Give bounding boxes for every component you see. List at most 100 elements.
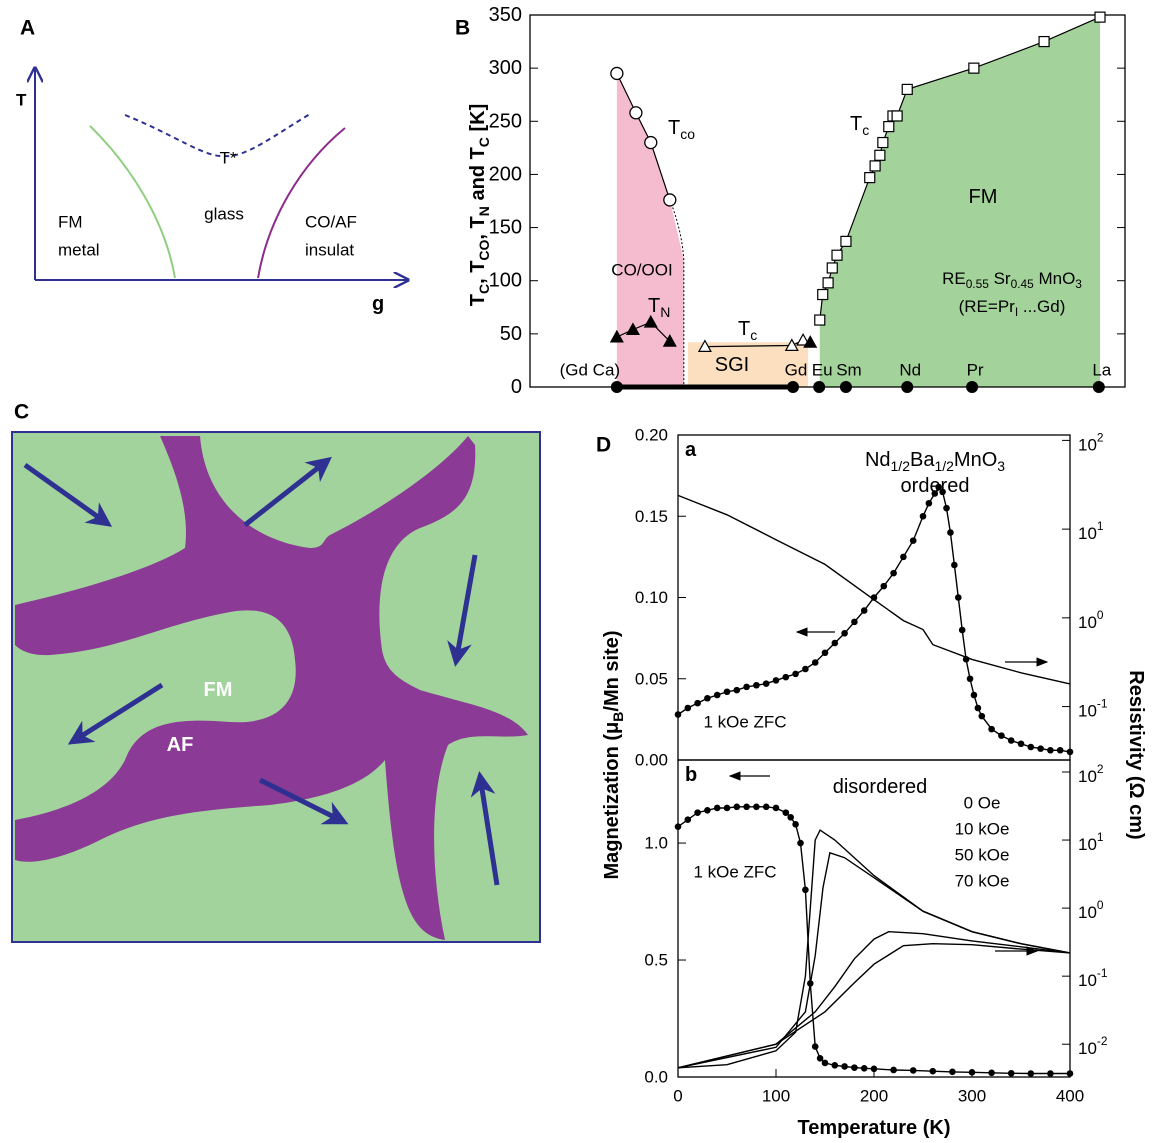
y2-tick-label: 100: [1078, 898, 1104, 922]
point: [713, 804, 721, 812]
point: [988, 725, 995, 733]
point: [851, 618, 858, 626]
point: [662, 334, 677, 347]
point: [860, 1065, 868, 1072]
point: [877, 136, 889, 149]
y-axis-title-part: T: [467, 294, 489, 306]
point: [970, 691, 978, 699]
point: [890, 569, 897, 577]
series-line: [677, 942, 1071, 1069]
y2-tick-label-part: 2: [1097, 762, 1104, 776]
point: [968, 1069, 976, 1076]
point: [723, 688, 731, 696]
point: [817, 288, 829, 301]
point: [900, 553, 907, 561]
label: AF: [167, 734, 194, 756]
annotation: (RE=PrI ...Gd): [959, 297, 1066, 320]
point: [797, 839, 804, 847]
y2-tick-label: 101: [1078, 519, 1104, 543]
point: [890, 1066, 897, 1074]
y2-tick-label-part: 10: [1078, 1039, 1097, 1058]
panel-a: A T g T* FM metal glass CO/AF insulat: [16, 17, 408, 315]
point: [723, 804, 731, 812]
point: [762, 803, 770, 811]
point-label: Gd: [785, 361, 808, 380]
y-tick-label: 250: [489, 110, 522, 132]
y-axis-title: Magnetization (μB/Mn site): [601, 630, 626, 879]
y-axis-title-part: B: [610, 712, 626, 722]
point: [831, 249, 843, 261]
y2-tick-label-part: 10: [1078, 435, 1097, 454]
x-tick-label: 100: [762, 1087, 790, 1106]
point: [674, 711, 682, 718]
point: [1007, 737, 1015, 744]
point: [1017, 740, 1025, 748]
crossover-line: [124, 113, 311, 158]
point: [644, 135, 658, 150]
point: [998, 732, 1005, 739]
point: [782, 673, 790, 681]
y-axis-title-part: [K]: [467, 104, 489, 137]
series-label: Tco: [668, 117, 695, 142]
point: [684, 816, 692, 823]
label: T*: [220, 149, 237, 168]
annotation-part: RE: [942, 269, 966, 288]
point: [609, 329, 624, 343]
phase-boundary: [669, 199, 685, 387]
point: [958, 626, 966, 634]
x-axis-title: Temperature (K): [798, 1117, 951, 1139]
point: [1038, 35, 1050, 48]
series-label-part: T: [738, 318, 750, 340]
series-line: [677, 930, 1071, 1069]
y2-tick-label-part: 10: [1078, 524, 1097, 543]
y2-tick-label-part: 10: [1078, 903, 1097, 922]
point: [1066, 748, 1074, 756]
point: [802, 886, 809, 894]
annotation: 1 kOe ZFC: [703, 713, 786, 732]
y-tick-label: 0.20: [635, 426, 668, 445]
point: [947, 529, 954, 536]
point: [792, 670, 799, 678]
point: [753, 681, 760, 689]
y2-tick-label-part: 10: [1078, 766, 1097, 785]
series-label: Tc: [850, 113, 869, 138]
point: [966, 675, 974, 683]
arrow: [470, 771, 500, 886]
point: [625, 322, 640, 336]
af-domain: [15, 436, 528, 940]
point: [909, 1067, 917, 1074]
point: [880, 582, 888, 590]
series-label-part: T: [668, 117, 680, 139]
panel-label: D: [596, 434, 611, 457]
point: [796, 332, 811, 346]
point: [674, 823, 682, 830]
x-tick-label: 0: [673, 1087, 682, 1106]
y-axis-title-part: C: [476, 137, 492, 147]
point: [816, 1054, 824, 1062]
axis-label: T: [16, 91, 27, 110]
subpanel-subtitle: disordered: [833, 776, 928, 798]
point: [929, 1067, 937, 1075]
label: CO/AF: [305, 213, 357, 232]
point: [811, 659, 819, 666]
point: [733, 803, 741, 811]
y2-tick-label-part: 10: [1078, 701, 1097, 720]
y-axis-title: TC, TCO, TN and TC [K]: [467, 104, 492, 307]
series-label-part: c: [862, 122, 869, 138]
panel-label: C: [14, 401, 29, 424]
y2-tick-label-part: 10: [1078, 612, 1097, 631]
point: [743, 803, 750, 811]
point: [919, 512, 927, 520]
point: [931, 490, 939, 497]
y2-tick-label: 100: [1078, 608, 1104, 632]
series-name: 50 kOe: [955, 846, 1010, 865]
point: [629, 106, 643, 120]
subpanel-title-part: 1/2: [934, 458, 954, 474]
series-line: [677, 494, 1071, 685]
point: [966, 381, 979, 393]
point: [1092, 381, 1105, 393]
point: [935, 483, 942, 491]
point: [811, 1043, 819, 1050]
